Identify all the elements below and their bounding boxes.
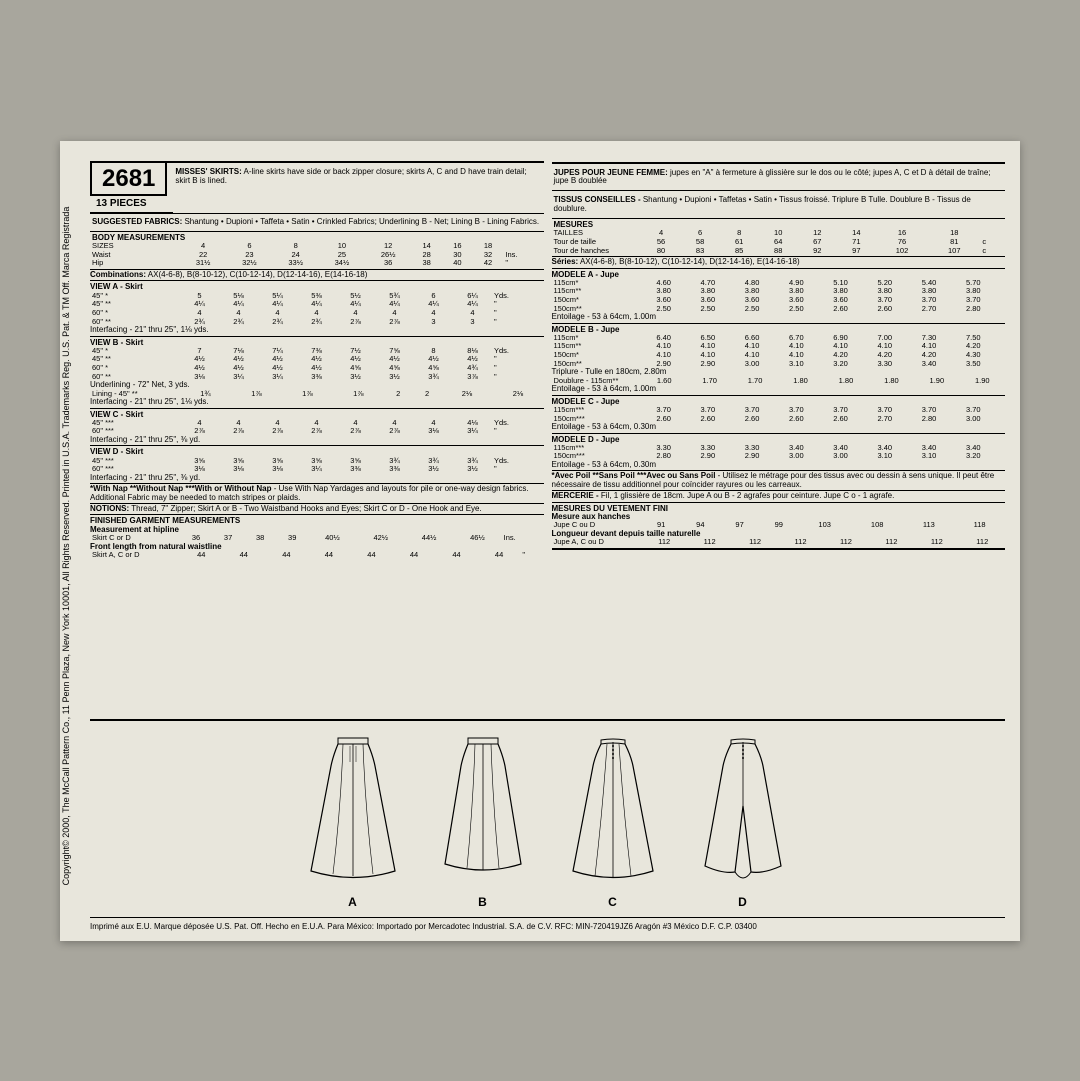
notions-label-fr: MERCERIE - <box>552 491 599 500</box>
skirt-c-label: C <box>563 895 663 909</box>
skirt-b-label: B <box>433 895 533 909</box>
viewA-label-fr: MODELE A - Jupe <box>552 270 1006 279</box>
combinations-fr: Séries: AX(4-6-8), B(8-10-12), C(10-12-1… <box>552 258 1006 266</box>
combos-text: AX(4-6-8), B(8-10-12), C(10-12-14), D(12… <box>146 270 367 279</box>
body-measurements-fr: MESURES TAILLES4681012141618 Tour de tai… <box>552 220 1006 255</box>
viewB-interfacing-fr: Entoilage - 53 à 64cm, 1.00m <box>552 385 1006 393</box>
combinations-en: Combinations: AX(4-6-8), B(8-10-12), C(1… <box>90 271 544 279</box>
viewD-interfacing-en: Interfacing - 21" thru 25", ⅜ yd. <box>90 474 544 482</box>
pattern-envelope-back: Copyright© 2000, The McCall Pattern Co.,… <box>60 141 1020 941</box>
skirt-a-icon <box>303 736 403 886</box>
skirt-b: B <box>433 736 533 909</box>
fabrics-label: SUGGESTED FABRICS: <box>92 217 182 226</box>
skirt-d-icon <box>693 736 793 886</box>
combos-text-fr: AX(4-6-8), B(8-10-12), C(10-12-14), D(12… <box>578 257 799 266</box>
copyright-sidebar: Copyright© 2000, The McCall Pattern Co.,… <box>61 171 71 921</box>
viewB-interfacing-en: Interfacing - 21" thru 25", 1⅛ yds. <box>90 398 544 406</box>
skirt-illustrations: A B <box>90 719 1005 917</box>
viewD-interfacing-fr: Entoilage - 53 à 64cm, 0.30m <box>552 461 1006 469</box>
viewC-interfacing-en: Interfacing - 21" thru 25", ⅜ yd. <box>90 436 544 444</box>
viewB-table-en: 45" *77⅛7¼7⅜7½7⅝88⅛Yds.45" **4½4½4½4½4½4… <box>90 347 544 382</box>
english-column: 2681 13 PIECES MISSES' SKIRTS: A-line sk… <box>90 161 544 719</box>
skirt-a-label: A <box>303 895 403 909</box>
viewD-table-en: 45" ***3⅝3⅝3⅝3⅝3⅝3¾3¾3¾Yds.60" ***3⅛3⅛3⅛… <box>90 457 544 474</box>
nap-note-en: *With Nap **Without Nap ***With or Witho… <box>90 485 544 502</box>
viewB-label-fr: MODELE B - Jupe <box>552 325 1006 334</box>
viewA-table-en: 45" *55⅛5¼5⅜5½5¾66¼Yds.45" **4¼4¼4¼4¼4¼4… <box>90 292 544 327</box>
notions-fr: MERCERIE - Fil, 1 glissière de 18cm. Jup… <box>552 492 1006 500</box>
viewC-table-fr: 115cm***3.703.703.703.703.703.703.703.70… <box>552 406 1006 423</box>
notions-en: NOTIONS: Thread, 7" Zipper; Skirt A or B… <box>90 505 544 513</box>
notions-text: Thread, 7" Zipper; Skirt A or B - Two Wa… <box>129 504 482 513</box>
fabrics-en: SUGGESTED FABRICS: Shantung • Dupioni • … <box>90 214 544 230</box>
french-column: JUPES POUR JEUNE FEMME: jupes en "A" à f… <box>552 161 1006 719</box>
skirt-a: A <box>303 736 403 909</box>
body-measurements-en: BODY MEASUREMENTS SIZES4681012141618 Wai… <box>90 233 544 268</box>
viewC-interfacing-fr: Entoilage - 53 à 64cm, 0.30m <box>552 423 1006 431</box>
skirt-d-label: D <box>693 895 793 909</box>
viewD-label-fr: MODELE D - Jupe <box>552 435 1006 444</box>
viewA-table-fr: 115cm*4.604.704.804.905.105.205.405.7011… <box>552 279 1006 314</box>
notions-text-fr: Fil, 1 glissière de 18cm. Jupe A ou B - … <box>599 491 895 500</box>
description-en: MISSES' SKIRTS: A-line skirts have side … <box>173 163 543 213</box>
frontlen-label-en: Front length from natural waistline <box>90 543 544 551</box>
description-fr: JUPES POUR JEUNE FEMME: jupes en "A" à f… <box>552 165 1006 190</box>
combos-label: Combinations: <box>90 270 146 279</box>
fabrics-text: Shantung • Dupioni • Taffeta • Satin • C… <box>182 217 539 226</box>
skirt-c: C <box>563 736 663 909</box>
frontlen-table-en: Skirt A, C or D4444444444444444" <box>90 551 544 560</box>
pieces-count: 13 PIECES <box>90 196 173 213</box>
fabrics-fr: TISSUS CONSEILLES - Shantung • Dupioni •… <box>552 192 1006 217</box>
viewA-interfacing-fr: Entoilage - 53 à 64cm, 1.00m <box>552 313 1006 321</box>
nap-note-fr: *Avec Poil **Sans Poil ***Avec ou Sans P… <box>552 472 1006 489</box>
viewA-interfacing-en: Interfacing - 21" thru 25", 1⅛ yds. <box>90 326 544 334</box>
viewB-underlining-en: Underlining - 72" Net, 3 yds. <box>90 381 544 389</box>
combos-label-fr: Séries: <box>552 257 579 266</box>
viewC-table-en: 45" ***44444444⅛Yds.60" ***2⅞2⅞2⅞2⅞2⅞2⅞3… <box>90 419 544 436</box>
viewD-table-fr: 115cm***3.303.303.303.403.403.403.403.40… <box>552 444 1006 461</box>
body-label: BODY MEASUREMENTS <box>90 233 544 242</box>
skirt-b-icon <box>433 736 533 886</box>
frontlen-table-fr: Jupe A, C ou D112112112112112112112112 <box>552 538 1006 547</box>
viewC-label-fr: MODELE C - Jupe <box>552 397 1006 406</box>
viewB-table-fr: 115cm*6.406.506.606.706.907.007.307.5011… <box>552 334 1006 369</box>
pattern-number: 2681 <box>90 163 167 197</box>
notions-label: NOTIONS: <box>90 504 129 513</box>
skirt-d: D <box>693 736 793 909</box>
desc-title: MISSES' SKIRTS: <box>175 167 241 176</box>
skirt-c-icon <box>563 736 663 886</box>
footer-legal: Imprimé aux E.U. Marque déposée U.S. Pat… <box>90 917 1005 931</box>
